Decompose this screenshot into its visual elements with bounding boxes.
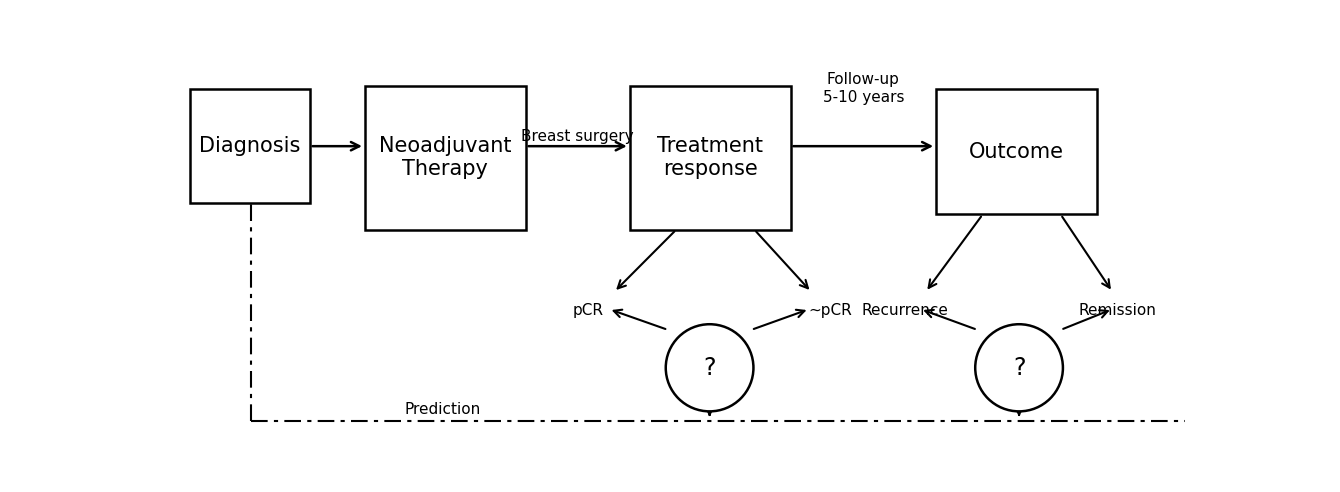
- Text: Diagnosis: Diagnosis: [200, 136, 300, 156]
- Text: Follow-up
5-10 years: Follow-up 5-10 years: [823, 72, 904, 105]
- Ellipse shape: [976, 324, 1063, 411]
- FancyBboxPatch shape: [935, 90, 1097, 215]
- Text: Outcome: Outcome: [969, 142, 1064, 162]
- FancyBboxPatch shape: [364, 86, 525, 229]
- Text: Treatment
response: Treatment response: [657, 136, 762, 179]
- Text: Breast surgery: Breast surgery: [521, 129, 634, 144]
- Text: Recurrence: Recurrence: [862, 304, 949, 318]
- FancyBboxPatch shape: [630, 86, 791, 229]
- Ellipse shape: [666, 324, 753, 411]
- FancyBboxPatch shape: [190, 90, 310, 203]
- Text: Prediction: Prediction: [405, 402, 481, 417]
- Text: Remission: Remission: [1079, 304, 1156, 318]
- Text: pCR: pCR: [572, 304, 603, 318]
- Text: ?: ?: [1013, 356, 1025, 380]
- Text: ~pCR: ~pCR: [808, 304, 852, 318]
- Text: ?: ?: [704, 356, 716, 380]
- Text: Neoadjuvant
Therapy: Neoadjuvant Therapy: [379, 136, 512, 179]
